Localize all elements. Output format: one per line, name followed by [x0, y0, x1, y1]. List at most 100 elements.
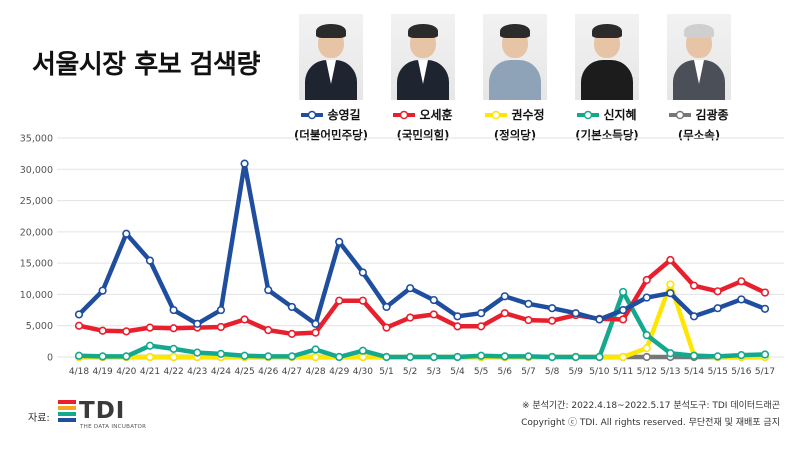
data-point — [760, 350, 770, 359]
data-point — [382, 323, 391, 332]
data-point — [666, 289, 675, 298]
data-point — [240, 351, 249, 360]
data-point — [642, 352, 651, 362]
data-point — [500, 352, 509, 361]
data-point — [524, 352, 533, 361]
data-point — [666, 349, 675, 358]
copyright-text: Copyright ⓒ TDI. All rights reserved. 무단… — [521, 418, 780, 428]
candidate-name: 권수정 — [511, 108, 545, 122]
data-point — [169, 344, 178, 353]
legend-swatch — [485, 110, 508, 119]
x-tick-label: 4/30 — [353, 367, 373, 377]
data-point — [524, 299, 533, 308]
candidate-portrait — [391, 14, 455, 100]
data-point — [406, 352, 415, 362]
data-point — [122, 229, 131, 238]
data-point — [216, 322, 226, 332]
x-tick-label: 5/9 — [569, 367, 584, 377]
candidate-portrait — [299, 14, 363, 100]
logo-text: TDI — [79, 398, 126, 424]
series-line — [76, 161, 768, 327]
data-point — [453, 312, 462, 321]
data-point — [453, 322, 462, 331]
y-tick-label: 35,000 — [20, 134, 53, 145]
legend-entry: 권수정 — [473, 106, 557, 123]
analysis-note: ※ 분석기간: 2022.4.18~2022.5.17 분석도구: TDI 데이… — [521, 401, 780, 411]
x-tick-label: 4/25 — [234, 367, 254, 377]
data-point — [358, 346, 367, 355]
x-tick-label: 5/4 — [450, 367, 465, 377]
x-tick-label: 4/28 — [305, 367, 325, 377]
data-point — [500, 309, 509, 318]
data-point — [548, 304, 557, 313]
candidate-2: 오세훈 (국민의힘) — [381, 14, 465, 143]
x-tick-label: 5/16 — [731, 367, 751, 377]
legend-entry: 오세훈 — [381, 106, 465, 123]
x-tick-label: 5/5 — [474, 367, 488, 377]
data-point — [358, 268, 367, 277]
tdi-logo-icon — [58, 400, 76, 422]
x-tick-label: 4/29 — [329, 367, 349, 377]
x-tick-label: 5/13 — [660, 367, 680, 377]
data-point — [335, 296, 344, 305]
candidate-portrait — [575, 14, 639, 100]
x-tick-label: 4/21 — [140, 367, 160, 377]
data-point — [335, 237, 344, 246]
data-point — [74, 310, 84, 319]
x-tick-label: 4/20 — [116, 367, 136, 377]
data-point — [264, 285, 273, 295]
data-point — [98, 286, 107, 295]
data-point — [524, 315, 533, 325]
data-point — [287, 352, 296, 361]
data-point — [642, 275, 651, 285]
x-tick-label: 5/12 — [637, 367, 657, 377]
data-point — [240, 159, 249, 168]
data-point — [169, 352, 178, 362]
data-point — [760, 288, 770, 297]
data-point — [477, 322, 486, 331]
x-tick-label: 5/11 — [613, 367, 633, 377]
legend-swatch — [393, 110, 416, 119]
data-point — [713, 352, 722, 361]
data-point — [311, 345, 320, 354]
x-tick-label: 5/3 — [427, 367, 441, 377]
candidate-name: 김광종 — [695, 108, 729, 122]
data-point — [145, 341, 155, 350]
data-point — [737, 351, 746, 360]
legend-swatch — [301, 110, 324, 119]
data-point — [571, 352, 580, 362]
data-point — [240, 315, 249, 324]
data-point — [264, 325, 273, 335]
x-tick-label: 5/10 — [589, 367, 609, 377]
data-point — [477, 351, 486, 360]
data-point — [737, 295, 746, 304]
data-point — [406, 313, 415, 322]
data-point — [429, 295, 438, 305]
candidate-portrait — [483, 14, 547, 100]
data-point — [358, 296, 367, 305]
y-tick-label: 30,000 — [20, 165, 53, 176]
data-point — [689, 351, 699, 360]
data-point — [642, 331, 651, 340]
legend-entry: 송영길 — [289, 106, 373, 123]
y-tick-label: 20,000 — [20, 227, 53, 238]
data-point — [98, 326, 107, 335]
legend-entry: 신지혜 — [565, 106, 649, 123]
candidate-1: 송영길 (더불어민주당) — [289, 14, 373, 143]
page-title: 서울시장 후보 검색량 — [32, 50, 260, 80]
x-tick-label: 5/15 — [708, 367, 728, 377]
x-tick-label: 4/22 — [164, 367, 184, 377]
data-point — [216, 305, 226, 315]
data-point — [618, 287, 628, 297]
data-point — [287, 329, 296, 338]
data-point — [193, 319, 202, 328]
data-point — [429, 310, 438, 319]
x-tick-label: 5/7 — [521, 367, 535, 377]
x-tick-label: 5/2 — [403, 367, 417, 377]
data-point — [548, 316, 557, 325]
tdi-logo: TDI THE DATA INCUBATOR — [58, 398, 148, 434]
data-point — [429, 352, 438, 362]
y-tick-label: 0 — [47, 353, 53, 364]
